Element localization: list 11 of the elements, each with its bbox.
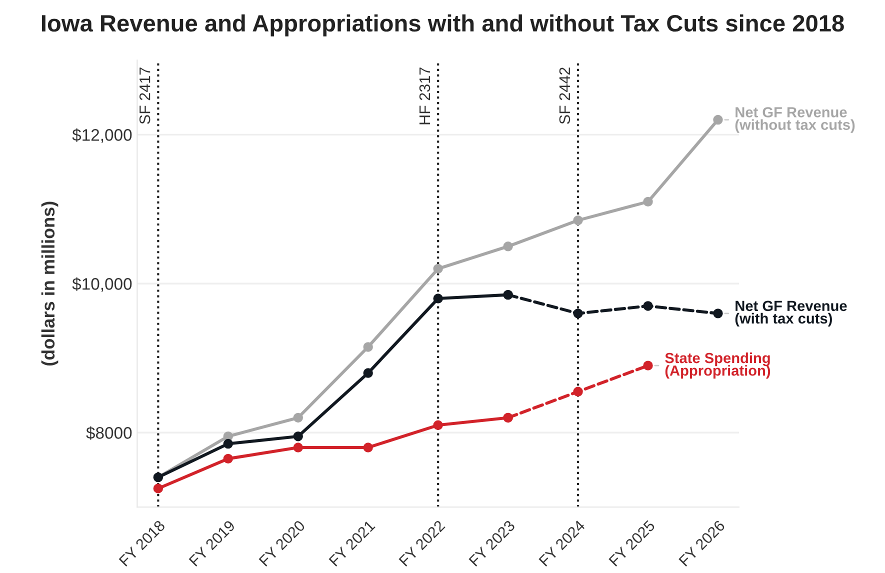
y-tick-label: $10,000 (72, 277, 132, 292)
ref-line-label: SF 2417 (139, 68, 150, 124)
chart-title: Iowa Revenue and Appropriations with and without Tax Cuts since 2018 (42, 14, 844, 36)
y-tick-label: $8000 (86, 426, 132, 440)
y-tick-label: $12,000 (72, 128, 132, 143)
series-label: State Spending (Appropriation) (665, 352, 770, 379)
ref-line-label: SF 2442 (559, 68, 570, 124)
series-label: Net GF Revenue (without tax cuts) (735, 107, 855, 133)
series-label: Net GF Revenue (with tax cuts) (735, 300, 847, 326)
ref-line-label: HF 2317 (419, 68, 430, 124)
y-axis-title: (dollars in millions) (41, 202, 58, 366)
